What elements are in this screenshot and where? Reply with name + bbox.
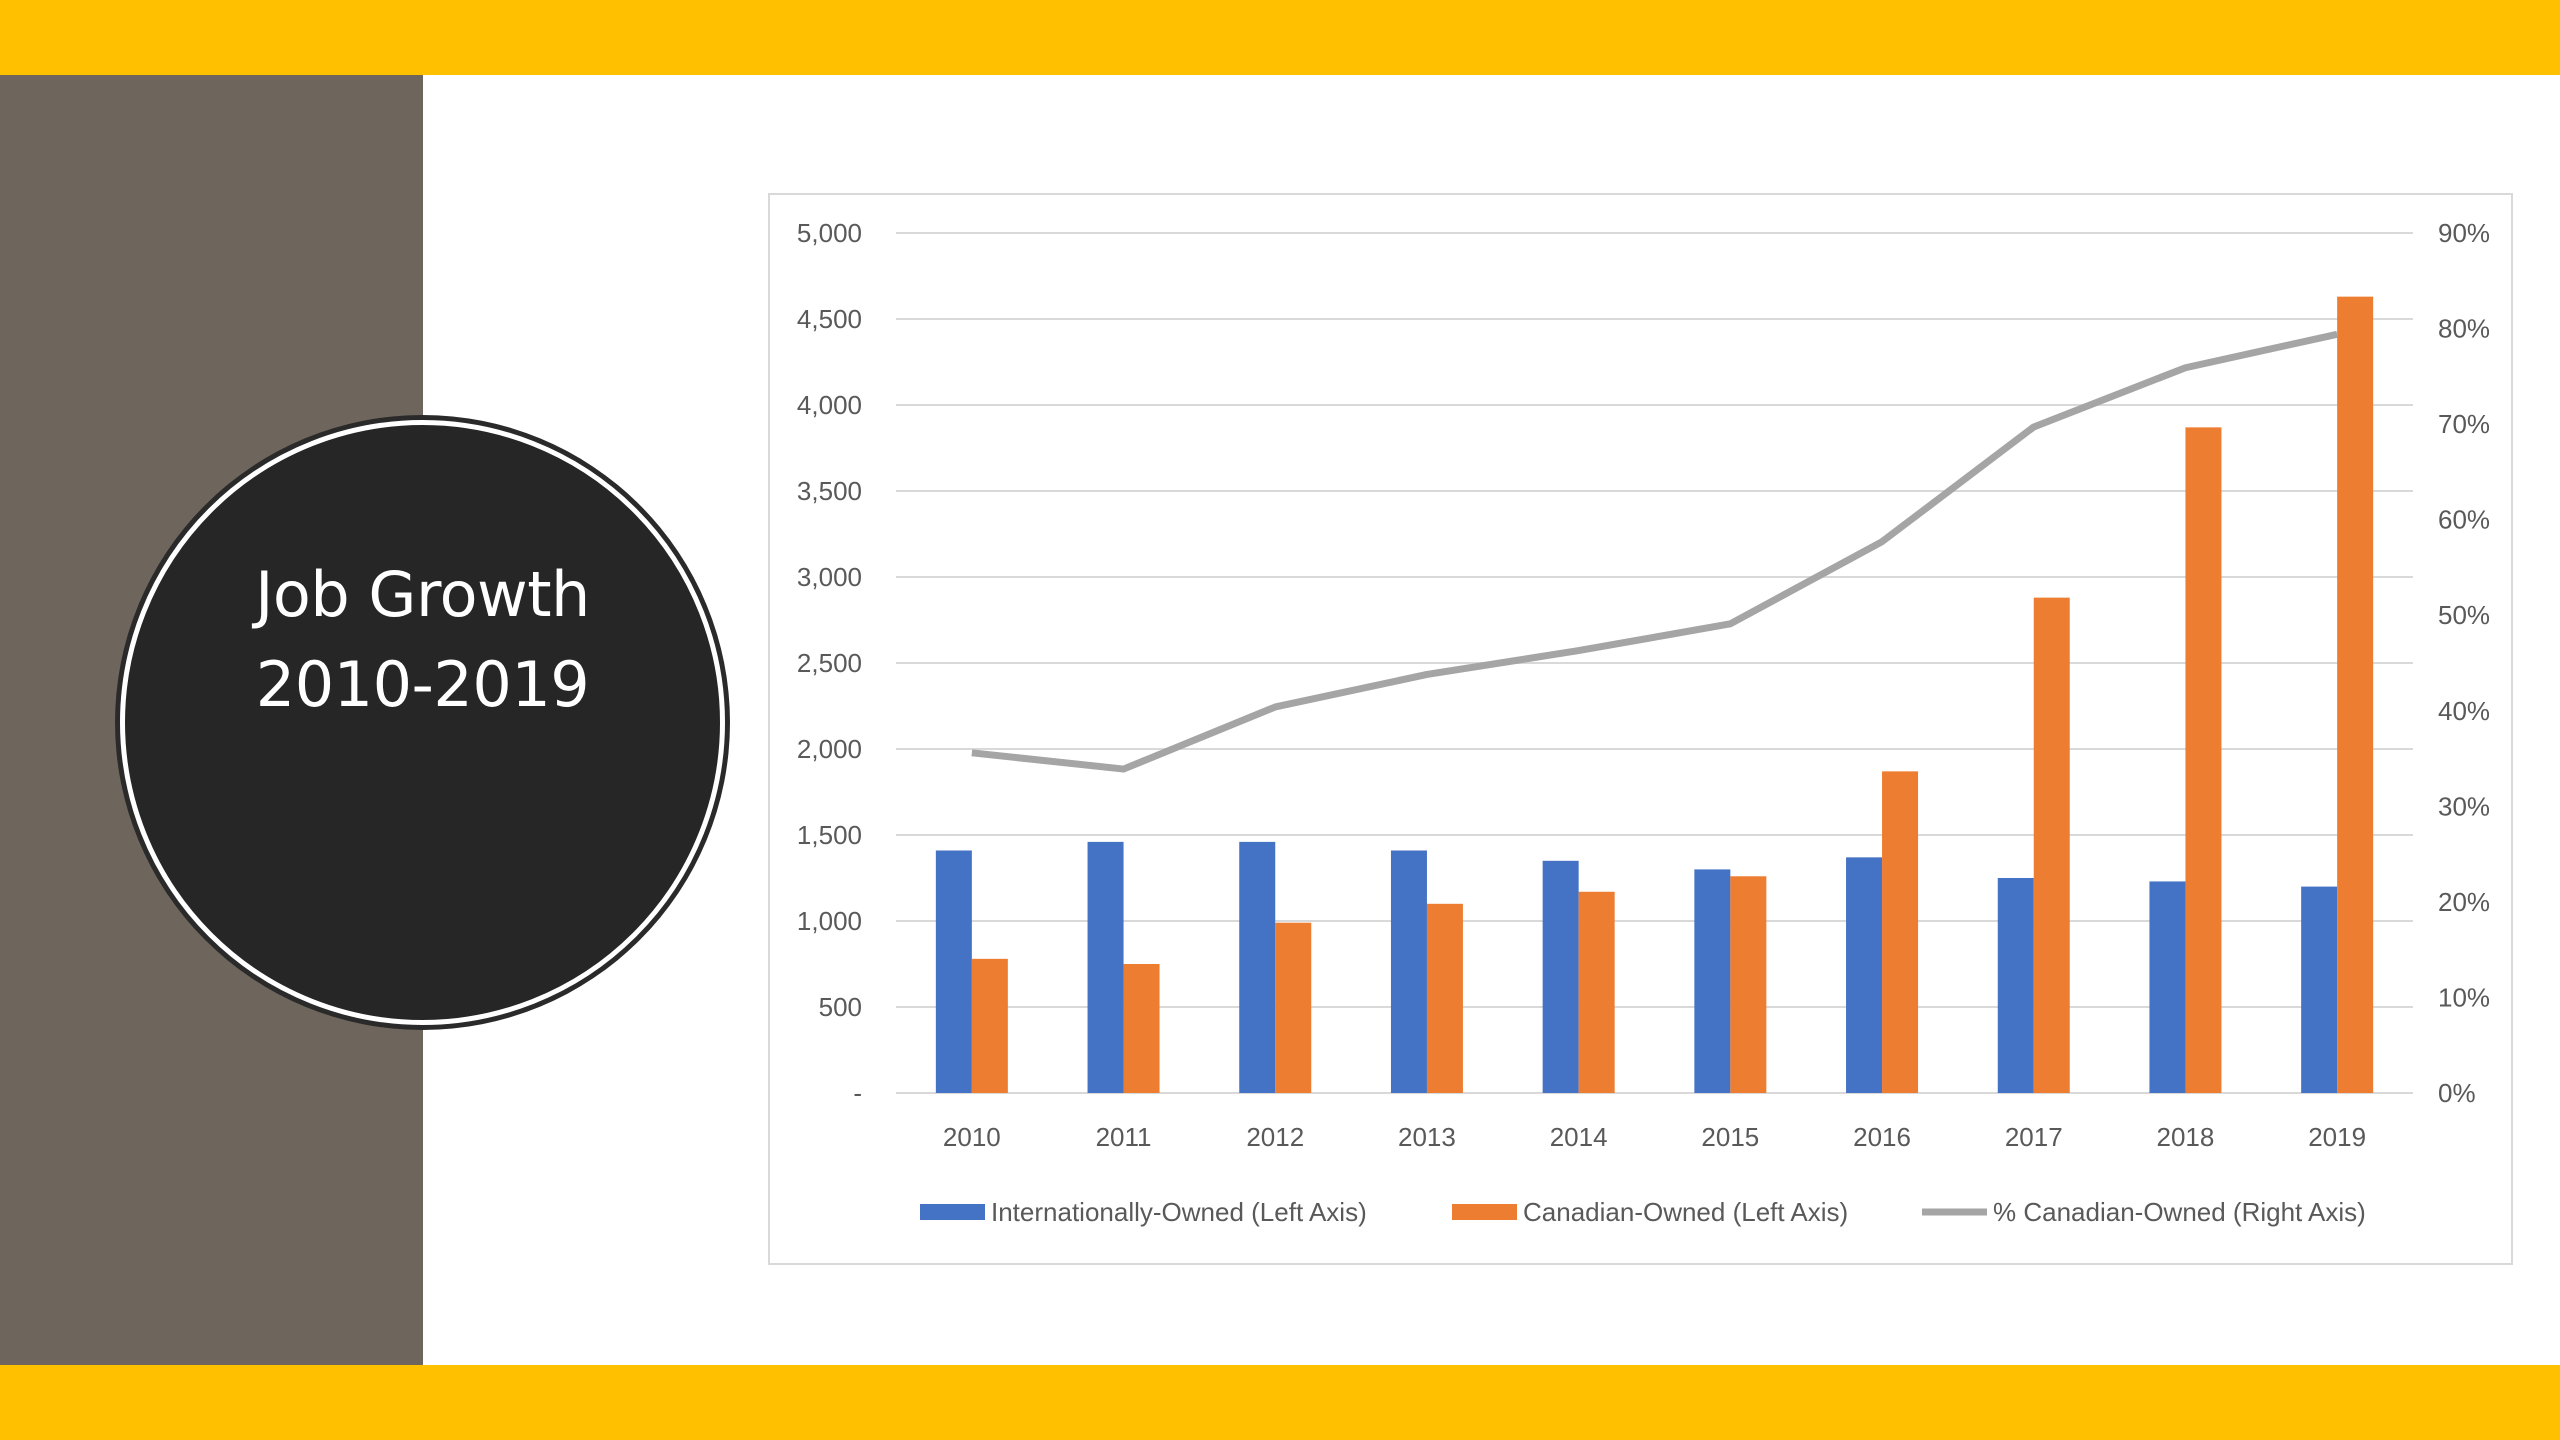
right-axis-tick-label: 0% bbox=[2438, 1078, 2476, 1108]
left-axis-tick-label: 4,000 bbox=[797, 390, 862, 420]
right-axis-tick-label: 90% bbox=[2438, 218, 2490, 248]
x-axis-tick-label: 2013 bbox=[1398, 1122, 1456, 1152]
right-axis-tick-label: 80% bbox=[2438, 314, 2490, 344]
left-axis-tick-label: 4,500 bbox=[797, 304, 862, 334]
bar-canadian-owned bbox=[1730, 876, 1767, 1093]
left-axis-tick-label: 1,500 bbox=[797, 820, 862, 850]
bar-canadian-owned bbox=[1578, 891, 1615, 1093]
x-axis-tick-label: 2010 bbox=[943, 1122, 1001, 1152]
title-line-1: Job Growth bbox=[255, 558, 590, 631]
x-axis-tick-label: 2016 bbox=[1853, 1122, 1911, 1152]
bar-canadian-owned bbox=[1123, 964, 1160, 1093]
bar-canadian-owned bbox=[1882, 771, 1919, 1093]
chart-svg: - 500 1,000 1,500 2,000 2,500 3,000 3,500 4,000 4… bbox=[797, 218, 2490, 1227]
bar-canadian-owned bbox=[971, 958, 1008, 1093]
x-axis-tick-label: 2019 bbox=[2308, 1122, 2366, 1152]
bar-canadian-owned bbox=[1426, 903, 1463, 1093]
x-axis-tick-label: 2014 bbox=[1550, 1122, 1608, 1152]
left-axis-tick-label: 1,000 bbox=[797, 906, 862, 936]
bar-canadian-owned bbox=[2185, 427, 2222, 1093]
bottom-accent-bar bbox=[0, 1365, 2560, 1440]
x-axis-tick-label: 2012 bbox=[1246, 1122, 1304, 1152]
bar-internationally-owned bbox=[2301, 886, 2338, 1093]
bar-internationally-owned bbox=[1390, 850, 1427, 1093]
left-axis-tick-label: 2,500 bbox=[797, 648, 862, 678]
bar-canadian-owned bbox=[1275, 922, 1312, 1093]
bar-canadian-owned bbox=[2033, 597, 2070, 1093]
chart-frame: - 500 1,000 1,500 2,000 2,500 3,000 3,500 4,000 4… bbox=[768, 193, 2513, 1265]
right-axis-tick-label: 70% bbox=[2438, 409, 2490, 439]
legend-swatch bbox=[1452, 1204, 1517, 1220]
left-axis-tick-label: 5,000 bbox=[797, 218, 862, 248]
bar-internationally-owned bbox=[1239, 841, 1276, 1093]
x-axis-tick-label: 2015 bbox=[1701, 1122, 1759, 1152]
x-axis-tick-label: 2017 bbox=[2005, 1122, 2063, 1152]
bar-internationally-owned bbox=[2149, 881, 2186, 1093]
legend-label: % Canadian-Owned (Right Axis) bbox=[1993, 1197, 2366, 1227]
bar-internationally-owned bbox=[1694, 869, 1731, 1093]
left-axis-tick-label: - bbox=[853, 1078, 862, 1108]
right-axis-tick-label: 20% bbox=[2438, 887, 2490, 917]
right-axis-tick-label: 50% bbox=[2438, 600, 2490, 630]
title-line-2: 2010-2019 bbox=[255, 648, 590, 721]
right-axis-tick-label: 30% bbox=[2438, 791, 2490, 821]
left-axis-tick-label: 3,500 bbox=[797, 476, 862, 506]
left-axis-tick-label: 2,000 bbox=[797, 734, 862, 764]
bar-internationally-owned bbox=[1542, 860, 1579, 1093]
title-circle: Job Growth 2010-2019 bbox=[120, 420, 725, 1025]
bar-internationally-owned bbox=[1997, 878, 2034, 1093]
x-axis-tick-label: 2011 bbox=[1096, 1122, 1152, 1152]
line-percent-canadian-owned bbox=[971, 330, 2338, 773]
left-axis-tick-label: 500 bbox=[819, 992, 862, 1022]
bar-internationally-owned bbox=[1087, 841, 1124, 1093]
left-axis-tick-label: 3,000 bbox=[797, 562, 862, 592]
right-axis-tick-label: 40% bbox=[2438, 696, 2490, 726]
right-axis-tick-label: 60% bbox=[2438, 505, 2490, 535]
x-axis-tick-label: 2018 bbox=[2157, 1122, 2215, 1152]
legend-swatch bbox=[920, 1204, 985, 1220]
bar-internationally-owned bbox=[1846, 857, 1883, 1093]
legend-label: Internationally-Owned (Left Axis) bbox=[991, 1197, 1367, 1227]
bar-canadian-owned bbox=[2337, 296, 2374, 1093]
bar-internationally-owned bbox=[935, 850, 972, 1093]
top-accent-bar bbox=[0, 0, 2560, 75]
right-axis-tick-label: 10% bbox=[2438, 982, 2490, 1012]
legend-label: Canadian-Owned (Left Axis) bbox=[1523, 1197, 1848, 1227]
